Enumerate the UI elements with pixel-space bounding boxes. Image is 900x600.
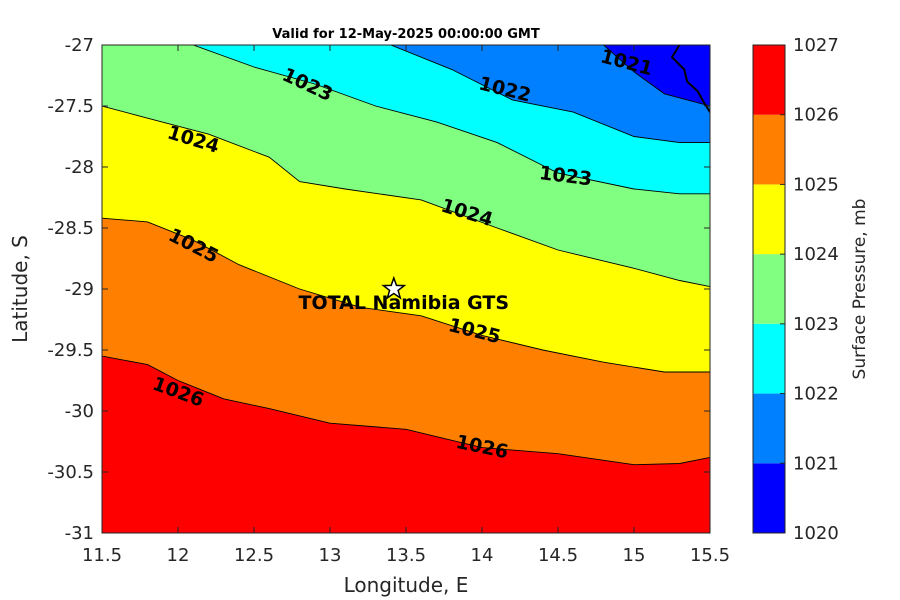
colorbar-swatch — [753, 45, 785, 115]
colorbar-tick-label: 1023 — [793, 314, 839, 335]
coastline-line — [670, 45, 710, 113]
y-tick-label: -31 — [65, 523, 94, 544]
x-tick-label: 13.5 — [386, 545, 426, 566]
colorbar-tick-label: 1024 — [793, 244, 839, 265]
colorbar-tick-label: 1020 — [793, 523, 839, 544]
x-tick-label: 13 — [319, 545, 342, 566]
x-tick-label: 14.5 — [538, 545, 578, 566]
contour-line-1024 — [102, 105, 710, 288]
x-tick-label: 12 — [167, 545, 190, 566]
x-tick-label: 15 — [623, 545, 646, 566]
colorbar-swatch — [753, 323, 785, 394]
y-tick-label: -29.5 — [47, 340, 94, 361]
contour-line-1025 — [102, 217, 710, 373]
x-tick-label: 12.5 — [234, 545, 274, 566]
colorbar-swatch — [753, 254, 785, 324]
contour-line-1022 — [390, 45, 710, 144]
x-axis: 11.5 12 12.5 13 13.5 14 14.5 15 15.5 — [82, 45, 730, 566]
station-marker: TOTAL Namibia GTS — [299, 275, 510, 314]
colorbar-swatch — [753, 463, 785, 533]
colorbar-swatch — [753, 393, 785, 464]
chart-title: Valid for 12-May-2025 00:00:00 GMT — [272, 27, 540, 42]
star-icon — [381, 275, 407, 300]
x-tick-label: 14 — [471, 545, 494, 566]
band-1020 — [603, 45, 710, 106]
y-tick-label: -29 — [65, 279, 94, 300]
colorbar-swatch — [753, 114, 785, 185]
station-label: TOTAL Namibia GTS — [299, 292, 510, 314]
contour-line-1026 — [102, 355, 710, 466]
coastline — [670, 45, 710, 113]
y-tick-label: -28.5 — [47, 218, 94, 239]
contour-line-1023 — [193, 45, 710, 195]
contour-lines — [102, 45, 710, 466]
band-1021 — [390, 45, 710, 143]
x-tick-label: 15.5 — [690, 545, 730, 566]
contour-fills — [102, 45, 710, 533]
colorbar-frame — [752, 44, 786, 534]
colorbar-title: Surface Pressure, mb — [850, 199, 870, 380]
colorbar-tick-label: 1025 — [793, 174, 839, 195]
colorbar-tick-label: 1027 — [793, 35, 839, 56]
x-axis-title: Longitude, E — [344, 573, 469, 597]
y-tick-label: -28 — [65, 157, 94, 178]
plot-area — [102, 45, 710, 533]
y-tick-label: -27.5 — [47, 96, 94, 117]
colorbar: 1027 1026 1025 1024 1023 1022 1021 1020 — [752, 35, 839, 544]
colorbar-tick-label: 1022 — [793, 384, 839, 405]
y-axis-title: Latitude, S — [8, 235, 32, 343]
colorbar-tick-label: 1026 — [793, 105, 839, 126]
contour-line-1021 — [603, 45, 710, 107]
y-axis: -27 -27.5 -28 -28.5 -29 -29.5 -30 -30.5 -31 — [47, 35, 710, 544]
y-tick-label: -30.5 — [47, 462, 94, 483]
y-tick-label: -27 — [65, 35, 94, 56]
y-tick-label: -30 — [65, 401, 94, 422]
x-tick-label: 11.5 — [82, 545, 122, 566]
colorbar-swatch — [753, 184, 785, 255]
colorbar-tick-label: 1021 — [793, 453, 839, 474]
